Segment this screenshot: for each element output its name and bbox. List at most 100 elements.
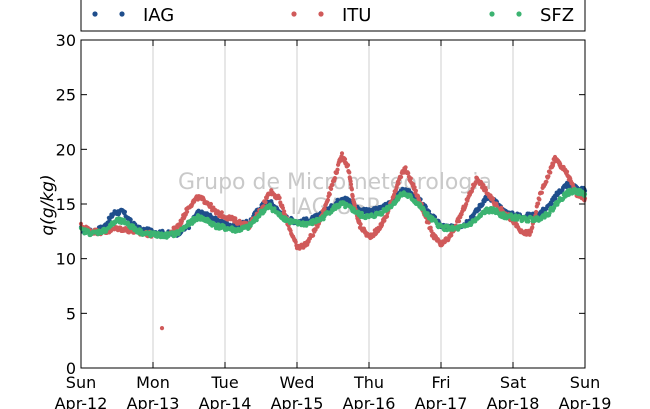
legend: IAG ITU SFZ [80,0,586,32]
data-point [263,200,268,205]
data-point [122,217,127,222]
legend-marker [291,11,297,17]
data-point [428,225,433,230]
x-tick-label-day: Fri [431,373,450,392]
x-tick-label-day: Sun [570,373,600,392]
data-point [359,210,364,216]
data-point [277,195,282,200]
data-point [483,187,489,192]
data-point [152,230,157,235]
data-point [406,171,411,176]
data-point [186,223,192,228]
series-sfz [78,187,588,240]
data-point [348,179,353,184]
data-point [549,201,554,206]
y-tick-label: 20 [56,140,76,159]
data-point [128,217,133,222]
data-point [282,209,287,214]
data-point [513,213,518,218]
series-layer [78,151,588,331]
legend-label: ITU [342,5,371,26]
data-point [384,214,390,219]
data-point [412,185,417,190]
data-point [413,188,418,193]
data-point [408,176,413,181]
data-point [537,197,542,202]
x-tick-label-day: Tue [210,373,238,392]
legend-box [80,0,586,32]
x-tick-label-day: Thu [353,373,384,392]
data-point [185,209,190,214]
data-point [311,233,316,238]
data-point [464,202,469,207]
data-point [339,151,345,156]
legend-label: IAG [143,5,174,26]
data-point [403,165,408,170]
data-point [544,179,549,184]
x-tick-label-date: Apr-15 [271,394,324,409]
data-point [476,207,481,212]
data-point [536,201,541,206]
data-point [327,192,332,197]
legend-marker [92,11,98,17]
data-point [396,181,401,186]
data-point [348,182,354,187]
data-point [546,174,551,179]
data-point [313,227,318,232]
x-tick-label-date: Apr-18 [487,394,540,409]
data-point [342,157,348,162]
data-point [330,182,335,187]
legend-marker [516,11,522,17]
y-tick-label: 25 [56,86,76,105]
legend-marker [318,11,324,17]
x-tick-label-day: Sun [66,373,96,392]
data-point [491,196,496,201]
x-tick-label-date: Apr-13 [127,394,180,409]
legend-label: SFZ [540,5,574,26]
data-point [350,194,355,199]
data-point [573,187,579,192]
data-point [322,206,327,211]
x-tick-label-date: Apr-14 [199,394,252,409]
y-tick-label: 15 [56,195,76,214]
x-tick-label-day: Sat [500,373,526,392]
x-axis: Sun Apr-12 Mon Apr-13 Tue Apr-14 Wed Apr-15 Thu A… [55,40,612,409]
data-point [399,174,404,180]
legend-item-sfz: SFZ [489,5,574,26]
data-point [280,205,285,211]
data-point [118,225,123,230]
x-tick-label-date: Apr-17 [415,394,468,409]
data-point [539,190,545,195]
data-point [392,192,397,197]
data-point [534,209,539,215]
legend-item-iag: IAG [92,5,174,26]
legend-item-itu: ITU [291,5,371,26]
y-axis: 0 5 10 15 20 25 30 [56,31,585,378]
data-point [293,239,298,245]
x-tick-label-date: Apr-16 [343,394,396,409]
data-point [325,197,330,203]
x-tick-label-day: Wed [280,373,315,392]
data-point [520,218,525,223]
data-point [456,219,462,224]
data-point [329,186,334,191]
grid [152,40,514,368]
data-point [122,209,127,214]
x-tick-label-date: Apr-19 [559,394,612,409]
data-point [564,169,570,174]
x-tick-label-date: Apr-12 [55,394,108,409]
data-point [345,163,351,168]
data-point [553,196,558,201]
data-point [159,326,165,331]
data-point [425,211,430,216]
data-point [382,218,387,223]
y-tick-label: 10 [56,250,76,269]
data-point [335,167,340,172]
y-tick-label: 0 [66,359,76,378]
data-point [480,202,485,207]
legend-marker [489,11,495,17]
data-point [332,176,337,181]
y-tick-label: 30 [56,31,76,50]
data-point [548,170,553,175]
